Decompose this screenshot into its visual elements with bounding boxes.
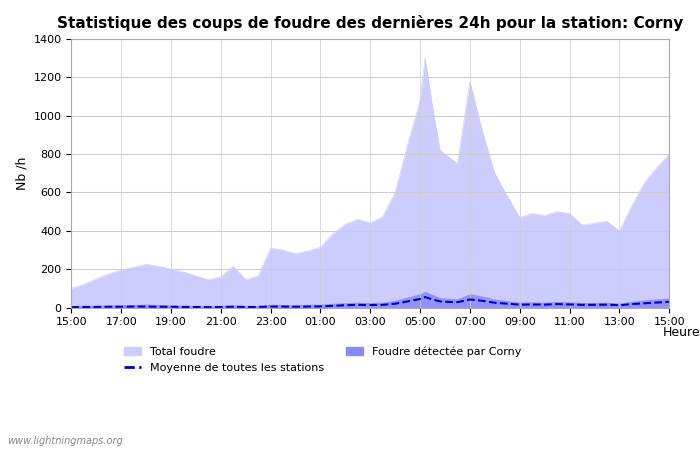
Y-axis label: Nb /h: Nb /h — [15, 157, 28, 190]
Title: Statistique des coups de foudre des dernières 24h pour la station: Corny: Statistique des coups de foudre des dern… — [57, 15, 683, 31]
Text: www.lightningmaps.org: www.lightningmaps.org — [7, 436, 122, 446]
Legend: Total foudre, Moyenne de toutes les stations, Foudre détectée par Corny: Total foudre, Moyenne de toutes les stat… — [120, 342, 525, 377]
X-axis label: Heure: Heure — [662, 326, 700, 339]
